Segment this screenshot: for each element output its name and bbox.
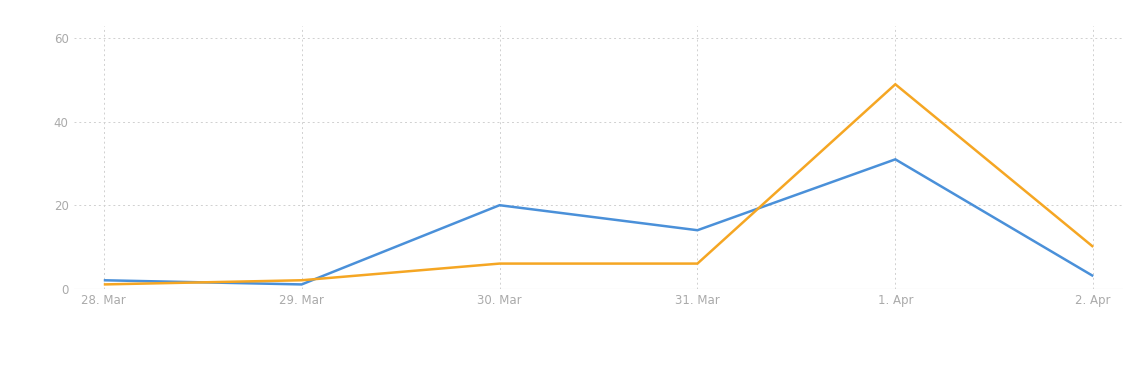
#aprilfools burger king	[1086, 245, 1100, 249]
#aprilfools KFC	[295, 282, 309, 287]
#aprilfools KFC	[691, 228, 705, 232]
#aprilfools burger king	[691, 261, 705, 266]
#aprilfools KFC	[492, 203, 506, 208]
#aprilfools burger king	[492, 261, 506, 266]
#aprilfools burger king	[888, 82, 902, 87]
#aprilfools KFC	[1086, 274, 1100, 278]
#aprilfools KFC	[888, 157, 902, 162]
Line: #aprilfools burger king: #aprilfools burger king	[104, 84, 1093, 285]
#aprilfools burger king	[97, 282, 111, 287]
#aprilfools KFC	[97, 278, 111, 282]
Legend: #aprilfools KFC, #aprilfools burger king: #aprilfools KFC, #aprilfools burger king	[449, 369, 748, 370]
Line: #aprilfools KFC: #aprilfools KFC	[104, 159, 1093, 285]
#aprilfools burger king	[295, 278, 309, 282]
